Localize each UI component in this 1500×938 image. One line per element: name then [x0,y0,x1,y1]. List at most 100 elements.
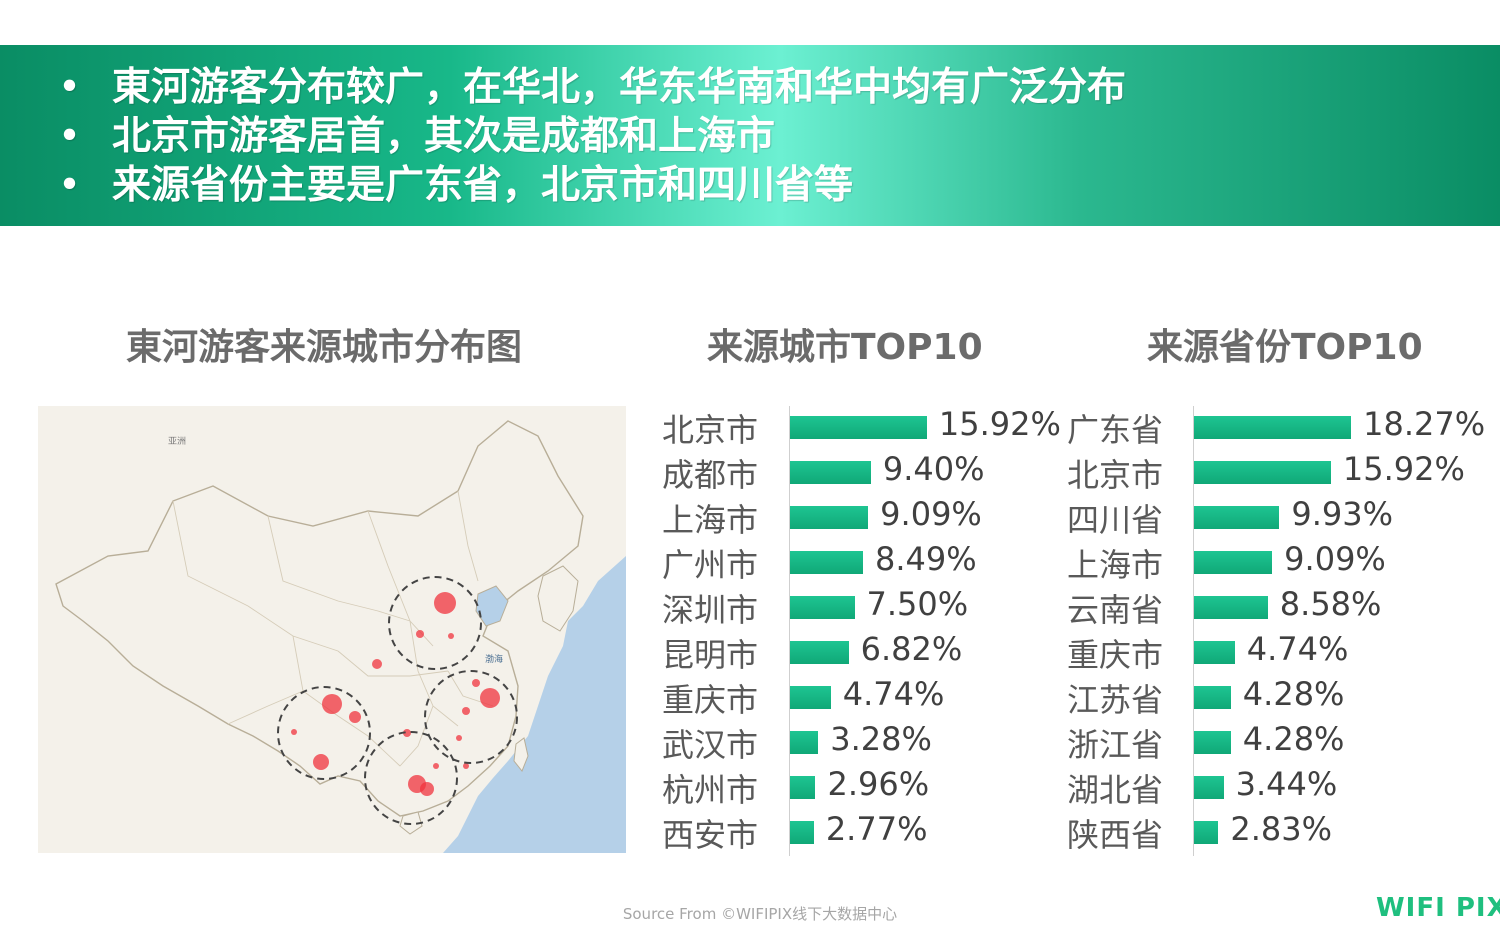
city-chart-axis [789,406,790,856]
city-chart-title: 来源城市TOP10 [707,327,983,368]
value-label: 15.92% [938,405,1061,443]
cluster-circle [364,731,458,825]
province-chart-title: 来源省份TOP10 [1147,327,1423,368]
value-label: 9.93% [1291,495,1394,533]
summary-point-text: 東河游客分布较广，在华北，华东华南和华中均有广泛分布 [112,65,1127,110]
bar [1194,596,1268,619]
sea-label: 渤海 [485,653,503,665]
bar [1194,506,1280,529]
summary-banner: • 東河游客分布较广，在华北，华东华南和华中均有广泛分布 • 北京市游客居首，其次是… [0,45,1500,226]
source-note: Source From ©WIFIPIX线下大数据中心 [622,905,898,923]
city-dot [372,659,382,669]
bar [1194,551,1273,574]
category-label: 陕西省 [1066,816,1163,854]
bar [790,731,819,754]
bar-row: 云南省 8.58% [1061,580,1500,629]
city-dot [480,688,500,708]
city-dot [416,630,424,638]
city-dot [462,707,470,715]
summary-list: • 東河游客分布较广，在华北，华东华南和华中均有广泛分布 • 北京市游客居首，其次是… [58,63,1126,210]
bar [790,506,869,529]
bar [790,596,855,619]
category-label: 四川省 [1066,501,1163,539]
bar-row: 北京市 15.92% [656,400,1096,449]
bar [1194,776,1224,799]
value-label: 8.49% [875,540,977,578]
cluster-circle [424,670,518,764]
value-label: 15.92% [1342,450,1465,488]
category-label: 北京市 [1066,456,1163,494]
category-label: 广州市 [661,546,758,584]
bar-row: 杭州市 2.96% [656,760,1096,809]
bar [790,551,863,574]
bar-row: 广州市 8.49% [656,535,1096,584]
city-top10-chart: 北京市 15.92% 成都市 9.40% 上海市 9.09% 广州市 8.49% 深圳市 7.50… [656,400,1096,860]
bar-row: 重庆市 4.74% [656,670,1096,719]
city-dot [291,729,297,735]
bar-row: 上海市 9.09% [1061,535,1500,584]
category-label: 昆明市 [661,636,758,674]
source-city-map: 渤海 亚洲 [38,406,626,853]
category-label: 武汉市 [661,726,758,764]
category-label: 深圳市 [661,591,758,629]
category-label: 杭州市 [661,771,758,809]
bar-row: 重庆市 4.74% [1061,625,1500,674]
category-label: 西安市 [661,816,758,854]
bar [1194,416,1352,439]
value-label: 9.09% [880,495,982,533]
bar [1194,686,1231,709]
bar-row: 浙江省 4.28% [1061,715,1500,764]
city-dot [434,592,456,614]
value-label: 3.44% [1235,765,1338,803]
category-label: 上海市 [661,501,758,539]
category-label: 湖北省 [1066,771,1163,809]
land-mass [38,406,626,853]
value-label: 4.28% [1242,675,1345,713]
summary-point-text: 来源省份主要是广东省，北京市和四川省等 [112,163,854,208]
bar [790,821,814,844]
city-dot [448,633,454,639]
category-label: 重庆市 [1066,636,1163,674]
bullet-icon: • [58,163,82,208]
category-label: 云南省 [1066,591,1163,629]
bar-row: 陕西省 2.83% [1061,805,1500,854]
bar [790,776,816,799]
taiwan-island [513,737,529,772]
korea-peninsula [537,565,579,632]
summary-point: • 北京市游客居首，其次是成都和上海市 [58,112,1126,161]
category-label: 浙江省 [1066,726,1163,764]
city-dot [472,679,480,687]
bar [790,416,927,439]
bullet-icon: • [58,65,82,110]
category-label: 北京市 [661,411,758,449]
bar-row: 武汉市 3.28% [656,715,1096,764]
province-top10-chart: 广东省 18.27% 北京市 15.92% 四川省 9.93% 上海市 9.09% 云南省 8.5… [1061,400,1500,860]
category-label: 成都市 [661,456,758,494]
city-dot [403,729,411,737]
city-dot [313,754,329,770]
bar-row: 昆明市 6.82% [656,625,1096,674]
china-outline [55,420,584,817]
bar [790,686,831,709]
summary-point: • 東河游客分布较广，在华北，华东华南和华中均有广泛分布 [58,63,1126,112]
city-dot [433,763,439,769]
category-label: 广东省 [1066,411,1163,449]
bar-row: 深圳市 7.50% [656,580,1096,629]
cluster-circles [277,576,518,825]
value-label: 4.28% [1242,720,1345,758]
value-label: 3.28% [830,720,932,758]
city-dot [322,694,342,714]
bar [1194,731,1231,754]
bullet-icon: • [58,114,82,159]
bar-row: 上海市 9.09% [656,490,1096,539]
value-label: 2.77% [825,810,928,848]
value-label: 18.27% [1363,405,1486,443]
value-label: 4.74% [842,675,945,713]
city-dot [349,711,361,723]
map-svg: 渤海 亚洲 [38,406,626,853]
wifipix-logo: WIFI PIX [1376,893,1500,923]
summary-point-text: 北京市游客居首，其次是成都和上海市 [112,114,776,159]
city-dot [456,735,462,741]
bar-row: 江苏省 4.28% [1061,670,1500,719]
cluster-circle [277,686,371,780]
